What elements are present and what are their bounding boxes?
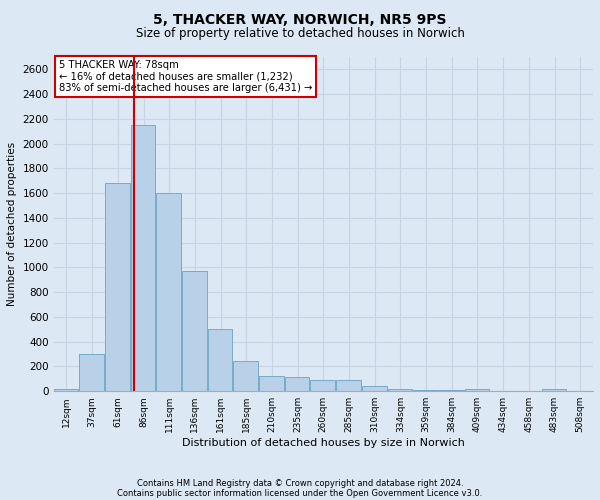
- Bar: [259, 376, 284, 392]
- Text: 5 THACKER WAY: 78sqm
← 16% of detached houses are smaller (1,232)
83% of semi-de: 5 THACKER WAY: 78sqm ← 16% of detached h…: [59, 60, 313, 94]
- Bar: [105, 183, 130, 392]
- Bar: [362, 386, 386, 392]
- Bar: [516, 390, 541, 392]
- Bar: [388, 389, 412, 392]
- Bar: [53, 389, 78, 392]
- Bar: [439, 390, 464, 392]
- Y-axis label: Number of detached properties: Number of detached properties: [7, 142, 17, 306]
- Bar: [413, 390, 438, 392]
- Bar: [568, 390, 592, 392]
- Bar: [542, 389, 566, 392]
- X-axis label: Distribution of detached houses by size in Norwich: Distribution of detached houses by size …: [182, 438, 465, 448]
- Bar: [490, 390, 515, 392]
- Bar: [310, 380, 335, 392]
- Bar: [182, 270, 207, 392]
- Bar: [157, 193, 181, 392]
- Bar: [233, 360, 258, 392]
- Bar: [208, 328, 232, 392]
- Bar: [336, 380, 361, 392]
- Text: Size of property relative to detached houses in Norwich: Size of property relative to detached ho…: [136, 28, 464, 40]
- Bar: [131, 125, 155, 392]
- Text: 5, THACKER WAY, NORWICH, NR5 9PS: 5, THACKER WAY, NORWICH, NR5 9PS: [153, 12, 447, 26]
- Bar: [285, 377, 310, 392]
- Text: Contains HM Land Registry data © Crown copyright and database right 2024.: Contains HM Land Registry data © Crown c…: [137, 478, 463, 488]
- Bar: [79, 354, 104, 392]
- Text: Contains public sector information licensed under the Open Government Licence v3: Contains public sector information licen…: [118, 488, 482, 498]
- Bar: [464, 389, 489, 392]
